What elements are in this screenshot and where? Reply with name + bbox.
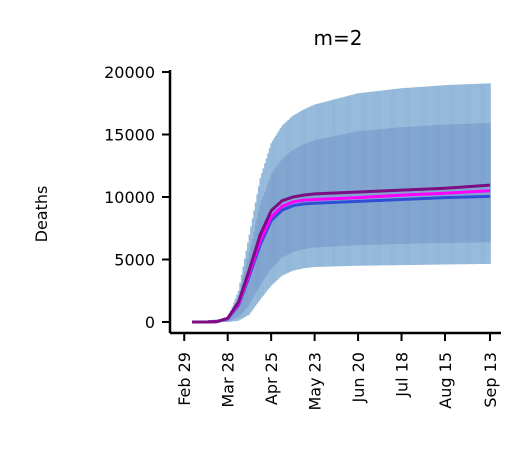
x-tick-label: Sep 13 xyxy=(481,352,500,408)
y-tick-label: 15000 xyxy=(104,126,155,145)
x-tick-label: Mar 28 xyxy=(219,352,238,408)
y-ticks: 0 5000 10000 15000 20000 xyxy=(104,63,170,332)
y-tick-label: 0 xyxy=(145,313,155,332)
chart-title: m=2 xyxy=(314,26,363,50)
x-tick-label: Aug 15 xyxy=(436,352,455,409)
x-tick-label: May 23 xyxy=(306,352,325,411)
x-tick-label: Jul 18 xyxy=(393,352,412,398)
y-tick-label: 5000 xyxy=(114,251,155,270)
x-tick-label: Feb 29 xyxy=(175,352,194,406)
x-tick-label: Apr 25 xyxy=(262,352,281,405)
y-tick-label: 20000 xyxy=(104,63,155,82)
y-axis-label: Deaths xyxy=(32,186,51,243)
y-tick-label: 10000 xyxy=(104,188,155,207)
x-tick-label: Jun 20 xyxy=(349,352,368,403)
x-ticks: Feb 29 Mar 28 Apr 25 May 23 Jun 20 Jul 18 Aug … xyxy=(175,333,500,411)
